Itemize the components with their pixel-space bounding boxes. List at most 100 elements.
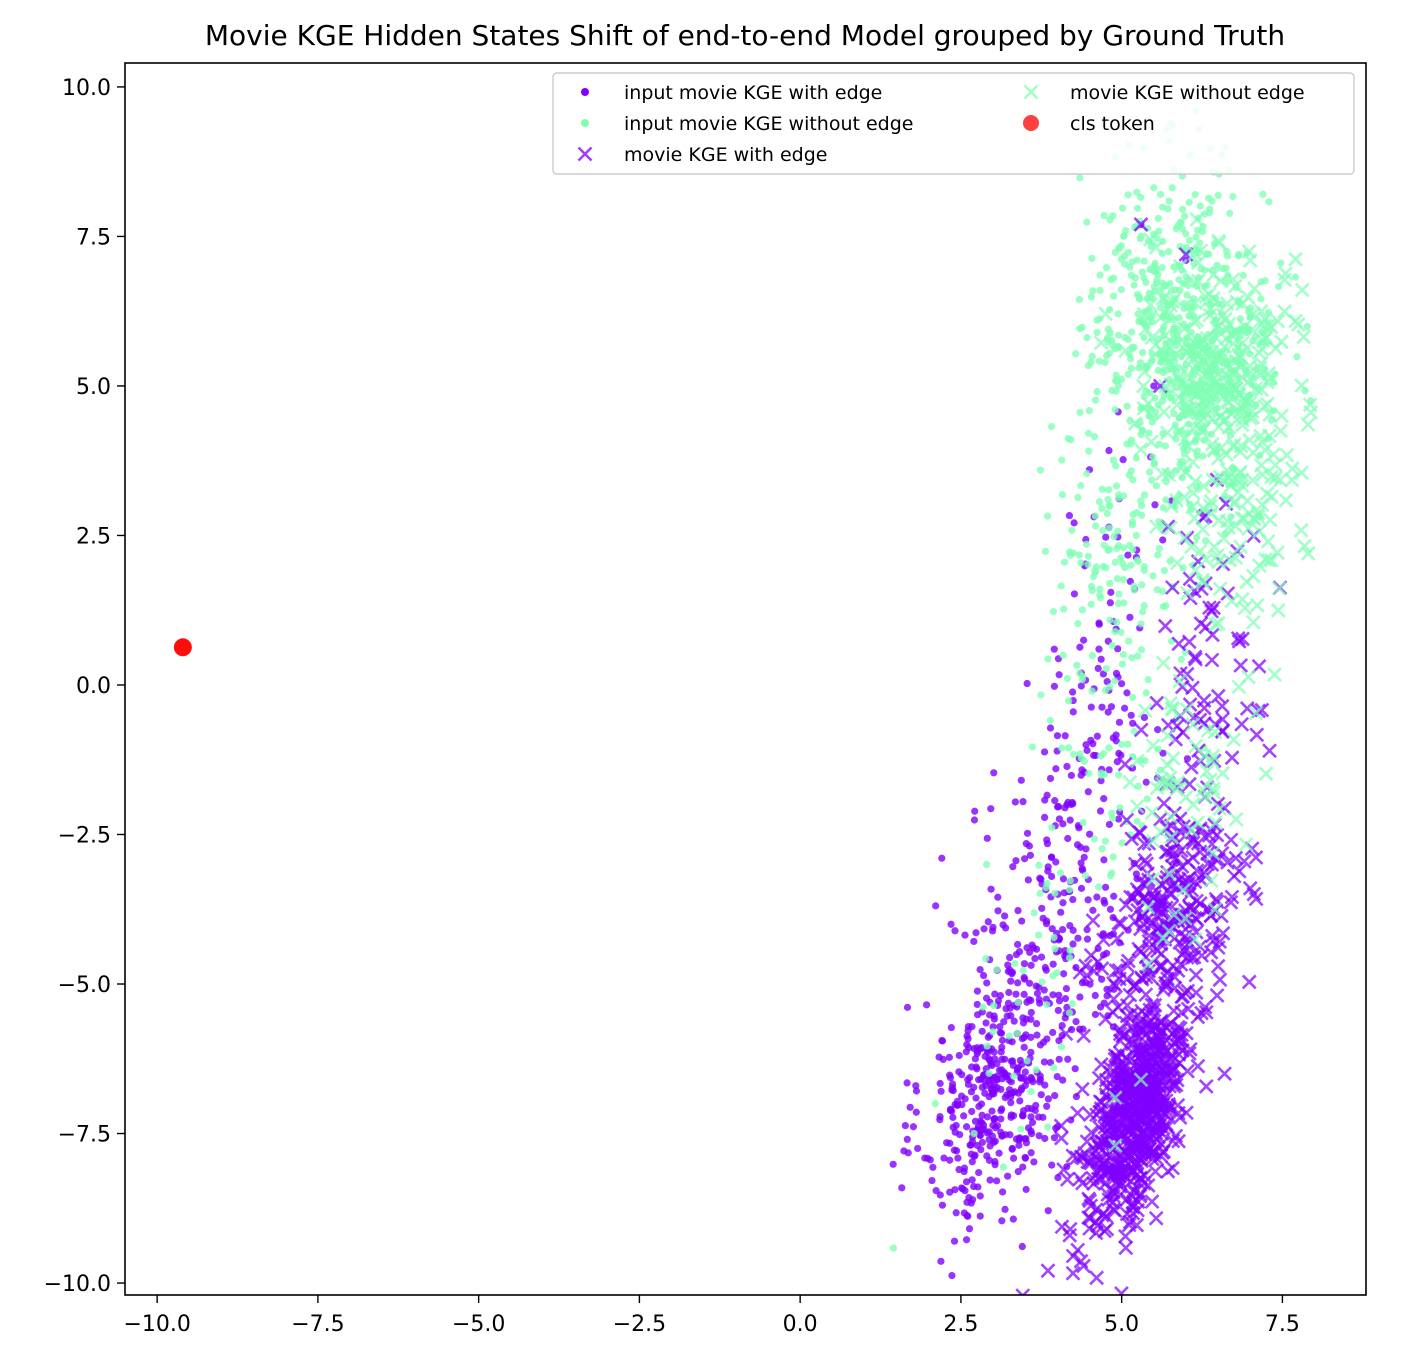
data-point [1268, 470, 1283, 486]
data-point [1098, 485, 1106, 493]
data-point [1001, 1055, 1009, 1063]
data-point [1055, 997, 1064, 1005]
data-point [1015, 1288, 1031, 1295]
data-point [1114, 599, 1123, 608]
data-point [1070, 519, 1078, 527]
data-point [903, 1079, 911, 1087]
data-point [979, 1003, 987, 1011]
data-point [1139, 1127, 1155, 1143]
data-point [1072, 1018, 1080, 1026]
data-point [1072, 1171, 1088, 1187]
data-point [983, 979, 991, 987]
data-point [1170, 1105, 1186, 1121]
data-point [1026, 851, 1034, 859]
data-point [1245, 472, 1261, 488]
data-point [1153, 234, 1161, 243]
data-point [1192, 543, 1208, 559]
data-point [1119, 1096, 1135, 1111]
data-point [1041, 1134, 1049, 1143]
data-point [1231, 863, 1247, 879]
data-point [1129, 476, 1137, 484]
data-point [946, 1105, 955, 1113]
data-point [1095, 645, 1103, 653]
data-point [1040, 1058, 1049, 1066]
data-point [1055, 815, 1064, 823]
data-point [1204, 753, 1220, 769]
data-point [1128, 1158, 1144, 1173]
data-point [983, 1042, 991, 1050]
data-point [1175, 314, 1183, 322]
data-point [987, 1085, 996, 1093]
data-point [1077, 884, 1086, 892]
data-point [1145, 429, 1153, 437]
data-point [1115, 771, 1123, 779]
data-point [1237, 600, 1253, 616]
x-tick-label: −10.0 [123, 1312, 190, 1337]
data-point [1111, 677, 1119, 685]
data-point [1152, 279, 1161, 287]
data-point [1288, 251, 1303, 267]
data-point [1228, 850, 1244, 866]
data-point [968, 1023, 976, 1031]
data-point [1127, 856, 1143, 872]
data-point [1132, 531, 1140, 540]
data-point [1162, 339, 1178, 355]
data-point [1036, 999, 1044, 1007]
data-point [1113, 618, 1121, 626]
data-point [1001, 912, 1009, 920]
data-point [1096, 1003, 1105, 1011]
data-point [1300, 545, 1316, 561]
data-point [978, 1083, 986, 1091]
data-point [1156, 795, 1172, 811]
data-point [1116, 1061, 1132, 1077]
data-point [1119, 456, 1127, 464]
data-point [1018, 1060, 1026, 1068]
data-point [1198, 1078, 1214, 1094]
data-point [991, 1161, 999, 1169]
data-point [1236, 511, 1252, 527]
data-point [1014, 1167, 1022, 1176]
data-point [1061, 1014, 1069, 1022]
data-point [1142, 778, 1150, 786]
data-point [1242, 880, 1258, 896]
data-point [1076, 993, 1084, 1001]
data-point [1046, 724, 1055, 732]
data-point [1082, 741, 1090, 749]
data-point [1161, 1017, 1177, 1033]
data-point [1087, 293, 1096, 301]
data-point [1206, 600, 1222, 616]
data-point [1177, 219, 1185, 227]
data-point [1154, 551, 1162, 559]
data-point [1236, 853, 1252, 869]
data-point [1101, 883, 1110, 891]
data-point [1202, 307, 1218, 323]
data-point [1099, 750, 1108, 758]
data-point [1122, 987, 1138, 1003]
data-point [1009, 1215, 1017, 1223]
data-point [968, 1138, 977, 1146]
data-point [1087, 703, 1095, 711]
data-point [1284, 461, 1300, 476]
data-point [1160, 728, 1176, 743]
data-point [1051, 1092, 1059, 1100]
x-tick-label: 5.0 [1104, 1312, 1139, 1337]
data-point [1168, 1128, 1184, 1144]
data-point [1140, 257, 1148, 265]
data-point [1156, 190, 1165, 198]
data-point [1135, 378, 1151, 394]
data-point [1148, 356, 1156, 364]
data-point [1241, 974, 1257, 990]
data-point [1248, 381, 1264, 397]
data-point [998, 1217, 1006, 1225]
data-point [1101, 837, 1109, 845]
data-point [1195, 575, 1211, 591]
data-point [946, 1188, 954, 1196]
data-point [1102, 264, 1110, 272]
data-point [1083, 746, 1091, 754]
data-point [1210, 796, 1226, 812]
data-point [1114, 1286, 1129, 1295]
data-point [1130, 586, 1138, 594]
data-point [1037, 953, 1046, 961]
data-point [1175, 988, 1191, 1004]
data-point [1110, 892, 1118, 900]
